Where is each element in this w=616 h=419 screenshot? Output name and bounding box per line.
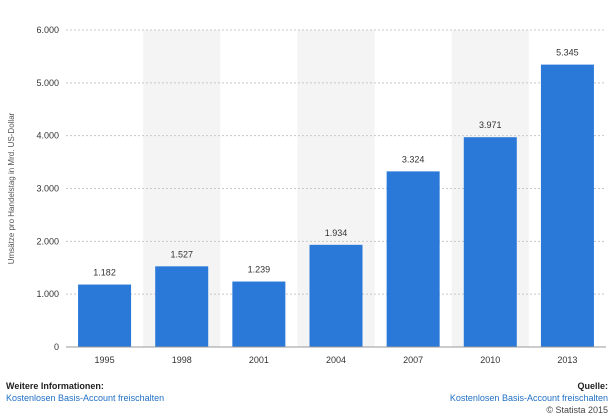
x-tick-label: 2010 <box>480 355 500 365</box>
y-tick-label: 6.000 <box>36 25 59 35</box>
y-tick-label: 2.000 <box>36 236 59 246</box>
bar[interactable] <box>386 171 440 347</box>
bar[interactable] <box>309 244 363 347</box>
source-info: Quelle: Kostenlosen Basis-Account freisc… <box>450 380 608 416</box>
x-tick-label: 2004 <box>326 355 346 365</box>
x-tick-label: 2007 <box>403 355 423 365</box>
bar-value-label: 3.324 <box>402 154 425 164</box>
bar[interactable] <box>232 281 286 347</box>
y-tick-label: 5.000 <box>36 78 59 88</box>
bars <box>78 64 594 347</box>
y-tick-label: 4.000 <box>36 131 59 141</box>
y-axis-ticks: 0 1.000 2.000 3.000 4.000 5.000 6.000 <box>36 25 59 352</box>
bar[interactable] <box>463 137 517 347</box>
x-tick-label: 1995 <box>95 355 115 365</box>
bar-value-label: 1.239 <box>248 265 271 275</box>
further-info: Weitere Informationen: Kostenlosen Basis… <box>6 380 164 404</box>
bar-value-label: 3.971 <box>479 120 502 130</box>
value-labels: 1.182 1.527 1.239 1.934 3.324 3.971 5.345 <box>93 48 578 278</box>
further-info-title: Weitere Informationen: <box>6 381 104 391</box>
bar-value-label: 1.934 <box>325 228 348 238</box>
source-account-link[interactable]: Kostenlosen Basis-Account freischalten <box>449 393 608 403</box>
bar[interactable] <box>540 64 594 347</box>
x-tick-label: 2013 <box>557 355 577 365</box>
y-tick-label: 1.000 <box>36 289 59 299</box>
y-axis-label: Umsätze pro Handelstag in Mrd. US-Dollar <box>7 112 16 264</box>
bar[interactable] <box>155 266 209 347</box>
x-axis-ticks: 1995 1998 2001 2004 2007 2010 2013 <box>95 355 578 365</box>
bar-value-label: 1.182 <box>93 268 116 278</box>
bar-chart: 0 1.000 2.000 3.000 4.000 5.000 6.000 1.182 1.5… <box>7 25 606 365</box>
copyright-text: © Statista 2015 <box>546 405 608 415</box>
source-title: Quelle: <box>577 381 608 391</box>
y-tick-label: 3.000 <box>36 184 59 194</box>
bar-value-label: 5.345 <box>556 48 579 58</box>
x-tick-label: 1998 <box>172 355 192 365</box>
x-tick-label: 2001 <box>249 355 269 365</box>
basis-account-link[interactable]: Kostenlosen Basis-Account freischalten <box>6 393 165 403</box>
bar-value-label: 1.527 <box>170 249 193 259</box>
y-tick-label: 0 <box>54 342 59 352</box>
bar[interactable] <box>78 284 132 347</box>
